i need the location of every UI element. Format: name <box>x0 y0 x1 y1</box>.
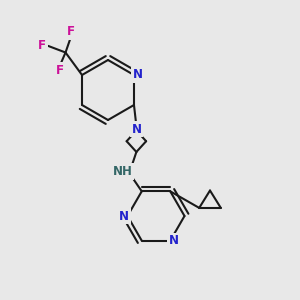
Text: NH: NH <box>113 165 133 178</box>
Text: F: F <box>38 39 46 52</box>
Text: N: N <box>119 209 129 223</box>
Text: N: N <box>169 234 179 247</box>
Text: N: N <box>133 68 142 82</box>
Text: F: F <box>67 25 75 38</box>
Text: N: N <box>131 122 141 136</box>
Text: F: F <box>56 64 64 77</box>
